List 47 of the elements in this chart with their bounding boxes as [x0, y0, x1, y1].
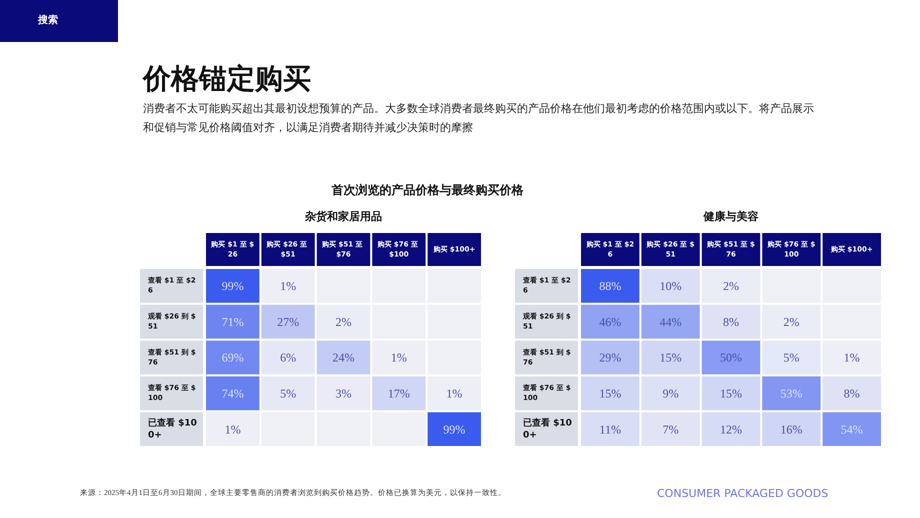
- data-label: 16%: [780, 422, 802, 436]
- data-label: 8%: [844, 386, 860, 400]
- data-label: 1%: [224, 422, 241, 436]
- data-label: 24%: [332, 350, 354, 365]
- data-label: 1%: [446, 386, 462, 400]
- data-label: 15%: [660, 350, 682, 365]
- data-label: 6%: [280, 350, 296, 365]
- chart-title: 杂货和家居用品: [304, 210, 382, 223]
- text: 消费者不太可能购买超出其最初设想预算的产品。大多数全球消费者最终购买的产品价格在他们最初考虑的价格范围内或以下。将产品展示和促销与常见价格阈值对齐，以满足消费者期待并减少决策时的摩擦: [143, 101, 815, 136]
- data-label: 46%: [599, 314, 622, 329]
- y-tick-label: 已查看 $100+: [148, 417, 197, 440]
- data-label: 5%: [783, 350, 800, 365]
- text: 价格锚定购买: [143, 61, 311, 97]
- data-label: 88%: [599, 279, 622, 294]
- data-label: 74%: [222, 386, 244, 400]
- text: 首次浏览的产品价格与最终购买价格: [330, 182, 524, 199]
- data-label: 99%: [222, 279, 244, 294]
- data-label: 11%: [599, 422, 621, 436]
- data-label: 15%: [720, 386, 742, 400]
- data-label: 99%: [443, 422, 466, 436]
- data-label: 29%: [599, 350, 622, 365]
- data-label: 54%: [840, 422, 863, 436]
- data-label: 2%: [783, 314, 800, 329]
- text: 搜索: [0, 0, 118, 42]
- data-label: 5%: [280, 386, 296, 400]
- data-label: 10%: [660, 279, 682, 294]
- data-label: 1%: [390, 350, 407, 365]
- data-label: 2%: [336, 314, 352, 329]
- data-label: 1%: [844, 350, 860, 365]
- chart-title: 健康与美容: [702, 210, 758, 223]
- y-tick-label: 已查看 $100+: [523, 417, 572, 440]
- data-label: 53%: [780, 386, 802, 400]
- data-label: 69%: [222, 350, 244, 365]
- data-label: 1%: [280, 279, 296, 294]
- data-label: 44%: [660, 314, 682, 329]
- data-label: 71%: [222, 314, 244, 329]
- data-label: 2%: [723, 279, 739, 294]
- data-label: 7%: [662, 422, 679, 436]
- data-label: 17%: [388, 386, 410, 400]
- data-label: 8%: [723, 314, 739, 329]
- data-label: 12%: [720, 422, 742, 436]
- data-label: 50%: [720, 350, 742, 365]
- data-label: 9%: [662, 386, 679, 400]
- data-label: 3%: [336, 386, 352, 400]
- text: CONSUMER PACKAGED GOODS: [657, 487, 828, 500]
- data-label: 15%: [599, 386, 622, 400]
- data-label: 27%: [277, 314, 300, 329]
